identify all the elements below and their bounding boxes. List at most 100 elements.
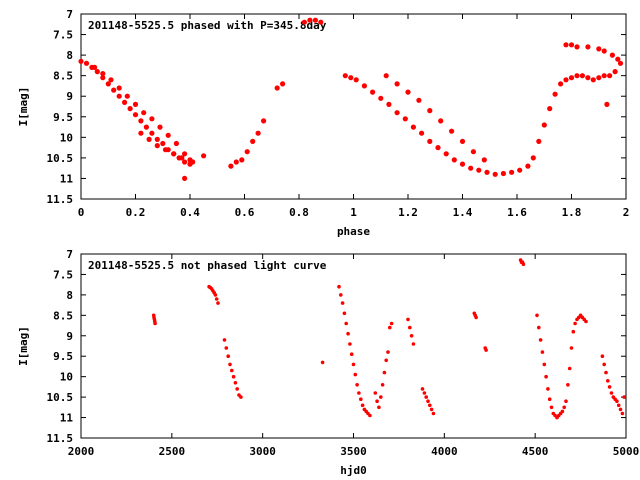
data-point [105, 81, 111, 87]
data-point [339, 293, 343, 297]
data-point [617, 60, 624, 66]
data-point [165, 132, 171, 138]
data-point [348, 75, 354, 81]
data-point [162, 147, 169, 153]
y-tick-label: 10.5 [47, 152, 74, 165]
data-point [143, 124, 149, 130]
data-point [346, 331, 350, 336]
data-point [340, 301, 345, 305]
data-point [615, 56, 621, 62]
data-point [312, 17, 318, 23]
data-point [382, 370, 387, 375]
data-point [552, 91, 558, 97]
data-point [116, 85, 122, 91]
data-point [411, 342, 416, 346]
data-point [154, 143, 160, 149]
data-point [100, 71, 106, 77]
data-point [438, 118, 444, 124]
data-point [429, 407, 434, 412]
x-tick-label: 1.8 [562, 206, 582, 219]
data-point [171, 151, 177, 157]
y-tick-label: 7 [66, 248, 73, 261]
data-point [622, 395, 626, 399]
data-point [609, 391, 614, 395]
y-tick-label: 9 [66, 330, 73, 343]
y-tick-label: 11 [60, 172, 74, 185]
data-series [78, 17, 624, 181]
data-point [579, 73, 586, 79]
x-tick-label: 4500 [522, 445, 549, 458]
data-point [405, 89, 411, 95]
data-point [239, 395, 243, 399]
data-point [111, 87, 117, 93]
data-point [127, 106, 133, 112]
y-axis-label: I[mag] [17, 87, 30, 127]
data-point [620, 411, 625, 416]
data-point [182, 151, 188, 157]
data-point [443, 151, 449, 157]
data-point [604, 370, 608, 375]
data-point [255, 130, 261, 136]
data-point [384, 358, 389, 363]
x-tick-label: 1.6 [507, 206, 527, 219]
data-point [383, 73, 389, 79]
data-point [484, 169, 490, 175]
data-point [274, 85, 280, 91]
data-point [179, 155, 185, 161]
data-point [160, 140, 166, 147]
data-point [116, 93, 122, 99]
data-point [146, 136, 152, 142]
x-tick-label: 0.6 [235, 206, 255, 219]
data-point [379, 395, 383, 399]
data-point [426, 399, 430, 404]
data-point [420, 387, 425, 391]
x-tick-label: 0.4 [180, 206, 200, 219]
data-point [201, 153, 207, 159]
data-point [590, 77, 596, 83]
data-point [517, 167, 523, 173]
data-point [92, 64, 98, 70]
data-point [94, 69, 100, 75]
x-tick-label: 2 [623, 206, 630, 219]
y-tick-label: 8 [66, 49, 73, 62]
x-tick-label: 3000 [249, 445, 276, 458]
data-point [344, 321, 349, 326]
data-point [353, 77, 359, 83]
data-point [596, 75, 602, 81]
data-point [359, 397, 363, 402]
data-point [558, 81, 564, 87]
data-point [607, 385, 612, 389]
y-tick-label: 8 [66, 289, 73, 302]
data-point [388, 325, 392, 330]
data-point [431, 411, 436, 416]
data-point [301, 19, 307, 25]
data-point [406, 317, 410, 322]
data-point [375, 399, 379, 404]
data-point [318, 19, 324, 25]
data-point [337, 284, 341, 289]
data-point [231, 374, 236, 379]
x-tick-label: 5000 [613, 445, 640, 458]
data-point [149, 116, 155, 122]
y-tick-label: 7.5 [53, 268, 73, 281]
data-point [154, 136, 160, 142]
x-tick-label: 2500 [159, 445, 186, 458]
data-point [459, 161, 466, 167]
data-point [214, 297, 219, 301]
data-point [547, 397, 552, 402]
data-point [422, 391, 427, 395]
data-point [182, 159, 188, 165]
data-point [509, 169, 515, 175]
data-point [226, 354, 230, 359]
data-point [574, 44, 580, 50]
data-point [213, 293, 218, 297]
x-tick-label: 3500 [340, 445, 367, 458]
data-point [459, 138, 466, 144]
data-point [564, 399, 568, 404]
x-axis-label: phase [337, 225, 370, 238]
data-point [216, 301, 220, 305]
data-point [348, 342, 352, 346]
data-point [351, 362, 356, 367]
x-tick-label: 4000 [431, 445, 458, 458]
